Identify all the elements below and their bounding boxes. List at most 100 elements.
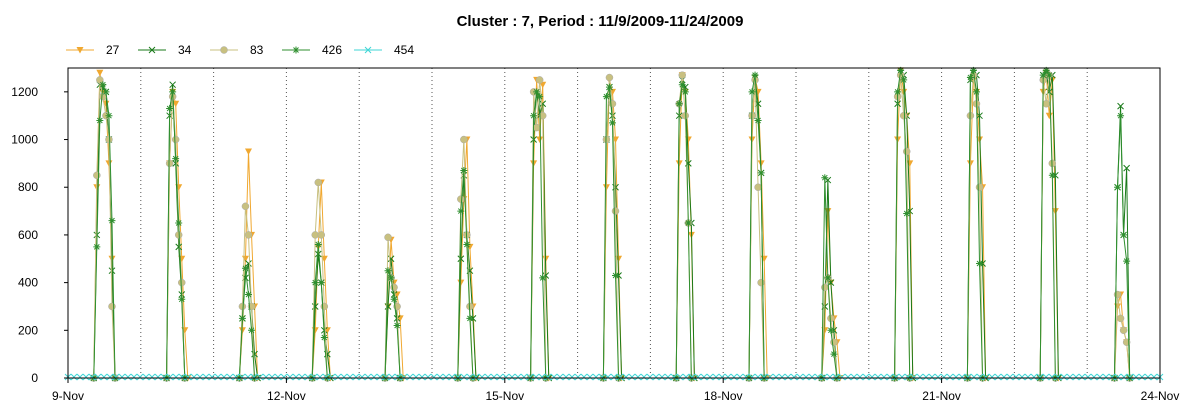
data-point [880, 373, 888, 381]
data-point [241, 202, 250, 211]
data-point [1119, 326, 1128, 335]
data-point [684, 219, 692, 227]
data-point [994, 373, 1002, 381]
legend-item-34: 34 [138, 43, 192, 57]
data-point [364, 373, 372, 381]
data-point [892, 373, 900, 381]
x-tick-label: 12-Nov [267, 389, 306, 403]
data-point [384, 233, 392, 242]
data-point [1006, 373, 1014, 381]
legend-label: 83 [250, 43, 264, 57]
data-point [964, 373, 972, 381]
data-point [136, 373, 144, 381]
data-point [93, 243, 101, 251]
data-point [232, 373, 240, 381]
data-point [99, 81, 107, 89]
data-point [530, 112, 538, 120]
data-point [808, 373, 816, 381]
data-point [502, 373, 510, 381]
data-point [393, 322, 401, 330]
data-point [536, 136, 544, 144]
data-point [457, 279, 465, 287]
data-point [640, 373, 648, 381]
data-point [171, 135, 180, 144]
legend-label: 34 [178, 43, 192, 57]
data-point [244, 373, 252, 381]
data-point [1096, 373, 1104, 381]
data-point [862, 373, 870, 381]
data-point [124, 373, 132, 381]
data-point [681, 88, 689, 96]
data-point [118, 373, 126, 381]
data-point [178, 278, 186, 287]
data-point [226, 373, 234, 381]
data-point [334, 373, 342, 381]
data-point [442, 373, 450, 381]
data-point [1120, 231, 1128, 239]
data-point [108, 302, 116, 311]
data-point [466, 373, 474, 381]
data-point [904, 373, 912, 381]
y-tick-label: 1200 [11, 85, 38, 99]
data-point [466, 314, 474, 322]
data-point [520, 373, 528, 381]
data-point [166, 373, 174, 381]
data-point [718, 373, 726, 381]
data-point [1048, 171, 1056, 179]
data-point [972, 88, 980, 96]
data-point [1048, 373, 1056, 381]
data-point [314, 178, 322, 187]
data-point [757, 169, 765, 177]
data-point [694, 373, 702, 381]
data-point [328, 373, 336, 381]
data-point [322, 373, 330, 381]
data-point [184, 373, 192, 381]
data-point [108, 217, 116, 225]
data-point [460, 135, 468, 144]
data-point [556, 373, 564, 381]
data-point [976, 373, 984, 381]
data-point [730, 373, 738, 381]
data-point [484, 373, 492, 381]
data-point [514, 373, 522, 381]
data-point [646, 373, 654, 381]
chart-title: Cluster : 7, Period : 11/9/2009-11/24/20… [457, 13, 744, 30]
data-point [1120, 373, 1128, 381]
data-point [538, 111, 547, 120]
data-point [952, 373, 960, 381]
data-point [1108, 373, 1116, 381]
data-point [778, 373, 786, 381]
data-point [478, 373, 486, 381]
data-point [1024, 373, 1032, 381]
data-point [175, 243, 183, 251]
x-tick-label: 18-Nov [704, 389, 743, 403]
axes: 0 200 400 600 800 1000 1200 9-Nov 12-Nov 15-Nov 18… [11, 67, 1179, 403]
data-point [248, 326, 256, 334]
data-point [1150, 373, 1158, 381]
data-point [76, 373, 84, 381]
data-point [754, 183, 762, 191]
data-point [850, 373, 858, 381]
data-point [670, 373, 678, 381]
data-point [106, 373, 114, 381]
data-point [352, 373, 360, 381]
data-point [70, 373, 78, 381]
data-point [700, 373, 708, 381]
data-point [612, 271, 620, 279]
data-point [1042, 373, 1050, 381]
data-point [533, 88, 541, 96]
data-point [108, 267, 116, 275]
data-point [682, 373, 690, 381]
legend-item-454: 454 [354, 43, 414, 57]
data-point [766, 373, 774, 381]
data-point [94, 373, 102, 381]
data-point [496, 373, 504, 381]
data-point [160, 373, 168, 381]
data-point [574, 373, 582, 381]
data-point [830, 350, 838, 358]
data-point [611, 207, 620, 215]
data-point [622, 373, 630, 381]
data-point [393, 315, 401, 322]
data-point [1123, 257, 1131, 265]
